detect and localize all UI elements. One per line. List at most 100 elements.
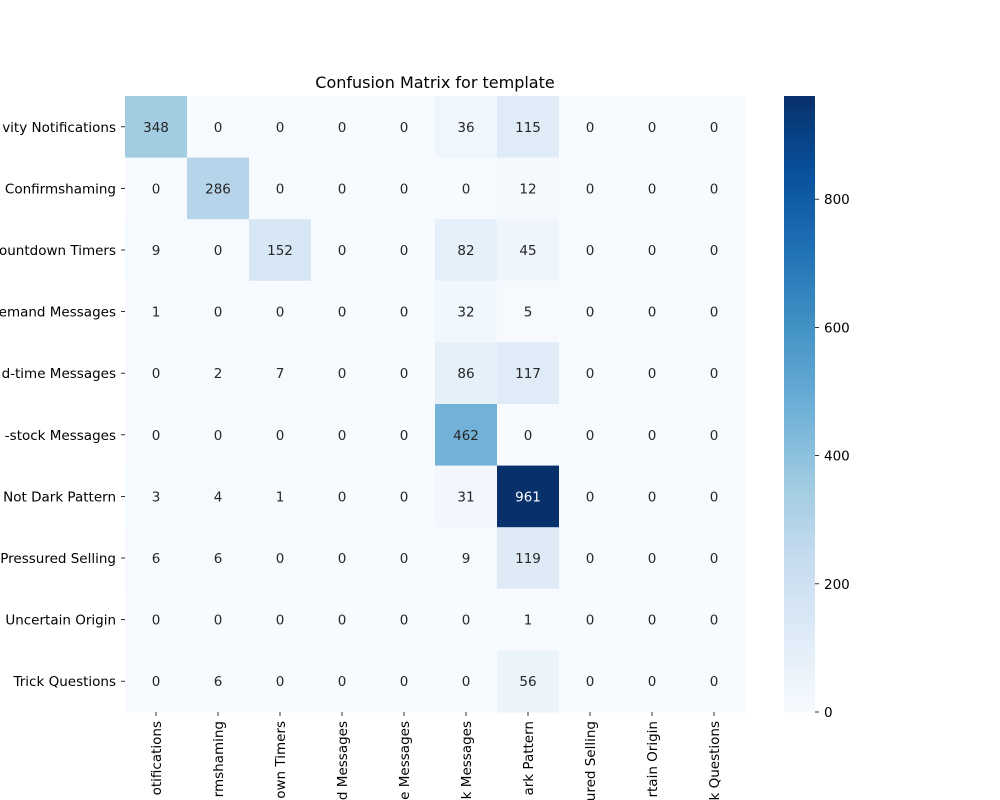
cell-value-label: 0 xyxy=(400,489,409,505)
heatmap-cell xyxy=(621,465,684,528)
cell-value-label: 0 xyxy=(152,181,161,197)
colorbar-segment xyxy=(784,706,815,713)
heatmap-cell xyxy=(683,404,746,467)
heatmap-cell xyxy=(373,465,436,528)
colorbar-segment xyxy=(784,296,815,302)
colorbar-segment xyxy=(784,558,815,564)
colorbar-segment xyxy=(784,393,815,400)
colorbar-segment xyxy=(784,460,815,467)
row-tick-labels: vity Notifications Confirmshaming ountdown… xyxy=(0,120,125,690)
row-tick-label: ountdown Timers xyxy=(0,243,116,259)
cell-value-label: 36 xyxy=(457,120,474,136)
colorbar-segment xyxy=(784,578,815,585)
heatmap-cell xyxy=(559,527,622,590)
cell-value-label: 9 xyxy=(152,243,161,259)
colorbar-segment xyxy=(784,691,815,698)
column-tick-label: own Timers xyxy=(273,721,289,799)
colorbar-segment xyxy=(784,532,815,539)
heatmap-cell xyxy=(559,342,622,405)
heatmap-cell xyxy=(559,280,622,343)
colorbar-segment xyxy=(784,568,815,574)
colorbar-segment xyxy=(784,280,815,287)
colorbar-segment xyxy=(784,111,815,118)
cell-value-label: 0 xyxy=(214,305,223,321)
cell-value-label: 0 xyxy=(276,120,285,136)
cell-value-label: 0 xyxy=(400,243,409,259)
colorbar-segment xyxy=(784,260,815,266)
heatmap-cell xyxy=(125,465,188,528)
colorbar-segment xyxy=(784,650,815,657)
heatmap-cell xyxy=(559,157,622,220)
heatmap-cell xyxy=(683,96,746,159)
cell-value-label: 286 xyxy=(205,181,231,197)
heatmap-cell xyxy=(187,96,250,159)
colorbar-segment xyxy=(784,542,815,549)
cell-value-label: 0 xyxy=(276,551,285,567)
colorbar-segment xyxy=(784,552,815,559)
colorbar-segment xyxy=(784,681,815,687)
cell-value-label: 117 xyxy=(515,366,541,382)
heatmap-cell xyxy=(683,650,746,713)
colorbar-segment xyxy=(784,239,815,246)
cell-value-label: 0 xyxy=(586,613,595,629)
heatmap-cell xyxy=(435,465,498,528)
heatmap-cell xyxy=(187,527,250,590)
row-tick-label: vity Notifications xyxy=(2,120,116,136)
column-tick-label: rmshaming xyxy=(211,721,227,797)
colorbar-segment xyxy=(784,321,815,328)
colorbar-segment xyxy=(784,404,815,410)
colorbar-segment xyxy=(784,275,815,282)
colorbar-tick-label: 400 xyxy=(824,449,850,465)
colorbar-segment xyxy=(784,670,815,677)
heatmap-cell xyxy=(187,404,250,467)
column-tick-label: rtain Origin xyxy=(645,721,661,798)
colorbar-segment xyxy=(784,327,815,333)
cell-value-label: 0 xyxy=(648,428,657,444)
heatmap-cell xyxy=(497,465,560,528)
colorbar-segment xyxy=(784,516,815,523)
heatmap-cell xyxy=(497,280,560,343)
colorbar-segment xyxy=(784,455,815,462)
colorbar-segment xyxy=(784,609,815,616)
heatmap-cell xyxy=(125,280,188,343)
cell-value-label: 5 xyxy=(524,305,533,321)
heatmap-cell xyxy=(621,96,684,159)
heatmap-cell xyxy=(311,650,374,713)
heatmap-cell xyxy=(125,96,188,159)
colorbar-segment xyxy=(784,337,815,343)
colorbar-segment xyxy=(784,106,815,112)
colorbar-segment xyxy=(784,599,815,605)
cell-value-label: 0 xyxy=(710,489,719,505)
colorbar-segment xyxy=(784,352,815,359)
heatmap-cell xyxy=(187,342,250,405)
heatmap-cell xyxy=(497,157,560,220)
cell-value-label: 0 xyxy=(338,551,347,567)
colorbar-segment xyxy=(784,383,815,390)
colorbar-segment xyxy=(784,496,815,503)
colorbar-segment xyxy=(784,522,815,528)
heatmap-cell xyxy=(683,527,746,590)
colorbar-segment xyxy=(784,121,815,128)
heatmap-cell xyxy=(559,404,622,467)
heatmap-cell xyxy=(621,280,684,343)
heatmap-cell xyxy=(683,342,746,405)
colorbar-segment xyxy=(784,501,815,508)
colorbar-segment xyxy=(784,208,815,215)
colorbar-segment xyxy=(784,660,815,667)
colorbar-segment xyxy=(784,676,815,682)
colorbar-segment xyxy=(784,665,815,672)
heatmap-cell xyxy=(683,588,746,651)
cell-value-label: 0 xyxy=(710,305,719,321)
cell-value-label: 0 xyxy=(648,181,657,197)
heatmap-cell xyxy=(187,650,250,713)
heatmap-cell xyxy=(187,280,250,343)
colorbar-segment xyxy=(784,696,815,703)
colorbar-segment xyxy=(784,409,815,415)
colorbar-segment xyxy=(784,162,815,169)
cell-value-label: 0 xyxy=(400,613,409,629)
cell-value-label: 348 xyxy=(143,120,169,136)
heatmap-cell xyxy=(559,650,622,713)
colorbar-segment xyxy=(784,537,815,544)
heatmap-cell xyxy=(497,650,560,713)
row-tick-label: Pressured Selling xyxy=(0,551,116,567)
